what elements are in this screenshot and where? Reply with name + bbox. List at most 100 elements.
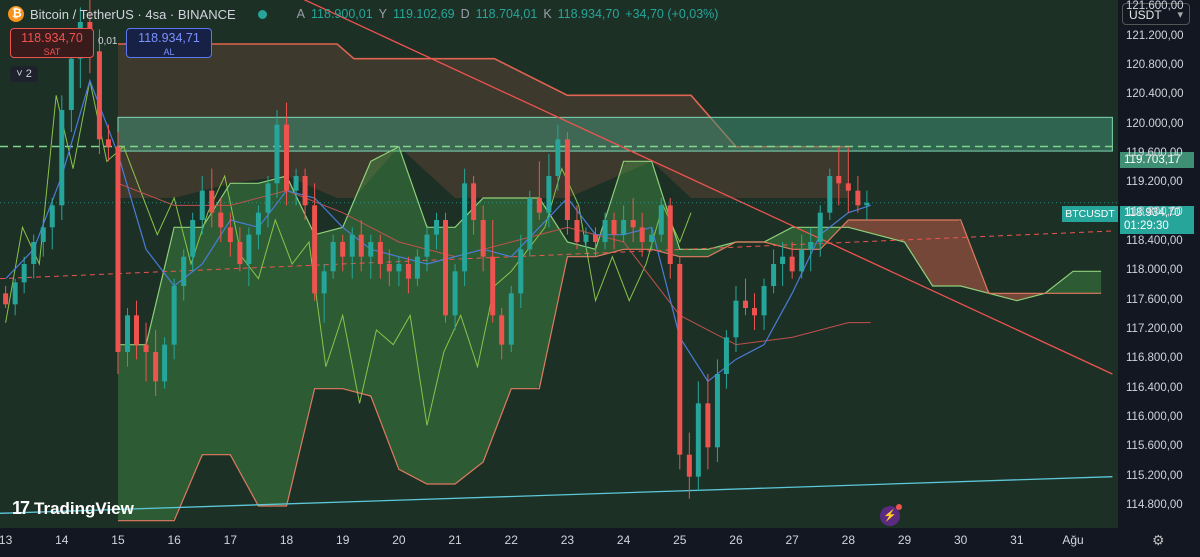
- chevron-down-icon: ˅: [16, 68, 23, 80]
- candle-75: [695, 403, 701, 477]
- candle-81: [752, 308, 758, 316]
- y-tick-label: 120.800,00: [1126, 59, 1184, 71]
- candle-1: [3, 293, 9, 305]
- candle-37: [340, 242, 346, 257]
- x-tick-label: 21: [448, 533, 462, 547]
- indicators-toggle[interactable]: ˅ 2: [10, 66, 38, 82]
- candle-34: [312, 205, 318, 294]
- candle-88: [817, 212, 823, 242]
- candle-51: [471, 183, 477, 220]
- y-tick-label: 116.800,00: [1126, 352, 1183, 365]
- candle-76: [705, 403, 711, 448]
- flash-icon[interactable]: ⚡: [880, 504, 902, 526]
- tenkan-line: [5, 78, 871, 383]
- candle-72: [667, 205, 673, 264]
- candle-18: [162, 344, 168, 382]
- candle-92: [855, 190, 861, 206]
- y-tick-label: 116.000,00: [1126, 411, 1183, 423]
- candle-26: [237, 242, 243, 264]
- candle-83: [771, 264, 777, 286]
- candle-8: [68, 58, 74, 110]
- x-tick-label: 23: [560, 533, 575, 547]
- candle-44: [405, 264, 411, 279]
- x-tick-label: 18: [279, 533, 294, 547]
- x-tick-label: 29: [897, 533, 912, 547]
- x-tick-label: 26: [729, 533, 743, 547]
- candle-11: [96, 51, 102, 140]
- candle-30: [274, 124, 280, 184]
- y-tick-label: 119.600,00: [1126, 147, 1183, 159]
- candle-15: [134, 315, 140, 345]
- candle-89: [827, 176, 833, 213]
- descending-trendline: [303, 0, 1113, 375]
- candle-48: [443, 220, 449, 316]
- candle-14: [125, 315, 131, 352]
- senkou-b-line: [117, 219, 1102, 522]
- candle-45: [414, 256, 420, 279]
- candle-58: [536, 198, 542, 213]
- x-tick-label: 14: [55, 533, 69, 547]
- x-tick-label: 24: [616, 533, 631, 547]
- ichimoku-cloud-3: [1043, 271, 1102, 294]
- y-tick-label: 121.200,00: [1126, 29, 1184, 42]
- resistance-zone: [117, 116, 1113, 152]
- candle-79: [733, 300, 739, 338]
- candle-74: [686, 454, 692, 477]
- candle-35: [321, 271, 327, 294]
- x-tick-label: 15: [111, 533, 125, 547]
- candle-16: [143, 344, 149, 352]
- candle-67: [621, 220, 627, 235]
- candle-55: [508, 293, 514, 345]
- y-tick-label: 118.000,00: [1126, 264, 1183, 277]
- candle-47: [434, 220, 440, 235]
- spread-value: 0,01: [98, 36, 118, 47]
- sell-button[interactable]: 118.934,70 SAT: [10, 28, 94, 58]
- x-tick-label: 27: [785, 533, 799, 547]
- candle-91: [845, 183, 851, 191]
- buy-button[interactable]: 118.934,71 AL: [126, 28, 212, 58]
- senkou-a-line: [117, 145, 1102, 346]
- ohlc-low: 118.704,01: [475, 7, 538, 21]
- x-tick-label: 31: [1010, 533, 1024, 547]
- level-price-label: 119.703,17: [1120, 152, 1194, 168]
- ohlc-close-key: K: [543, 7, 552, 21]
- candle-59: [546, 176, 552, 213]
- time-axis-background: [0, 528, 1118, 557]
- currency-select[interactable]: USDT: [1122, 3, 1190, 26]
- candle-66: [611, 220, 617, 235]
- candle-78: [723, 337, 729, 374]
- candle-46: [424, 234, 430, 257]
- tradingview-logo-icon: 17: [12, 498, 30, 518]
- candle-31: [284, 124, 290, 191]
- candle-93: [864, 202, 870, 206]
- x-tick-label: 30: [954, 533, 968, 547]
- x-tick-label: 13: [0, 533, 13, 547]
- ohlc-high-key: Y: [378, 7, 387, 21]
- ascending-trendline: [0, 476, 1113, 514]
- candle-13: [115, 146, 121, 352]
- y-tick-label: 118.800,00: [1126, 205, 1183, 218]
- candle-53: [490, 256, 496, 316]
- candle-52: [480, 220, 486, 257]
- ichimoku-cloud-1: [117, 147, 839, 521]
- x-tick-label: 25: [673, 533, 687, 547]
- y-tick-label: 119.200,00: [1126, 176, 1183, 189]
- candle-60: [555, 139, 561, 176]
- x-tick-label: 28: [841, 533, 856, 547]
- x-tick-label: 20: [392, 533, 406, 547]
- x-tick-label: Ağu: [1062, 533, 1084, 547]
- candle-86: [799, 249, 805, 272]
- candle-33: [302, 176, 308, 206]
- gear-icon[interactable]: ⚙: [1152, 532, 1165, 548]
- candle-56: [518, 249, 524, 294]
- tradingview-logo[interactable]: 17 TradingView: [12, 498, 134, 519]
- candle-3: [21, 264, 27, 283]
- sell-label: SAT: [43, 47, 61, 57]
- candle-73: [677, 264, 683, 455]
- candle-57: [527, 198, 533, 250]
- symbol-title[interactable]: Bitcoin / TetherUS · 4sa · BINANCE: [30, 6, 236, 22]
- price-axis-background: [1118, 0, 1200, 557]
